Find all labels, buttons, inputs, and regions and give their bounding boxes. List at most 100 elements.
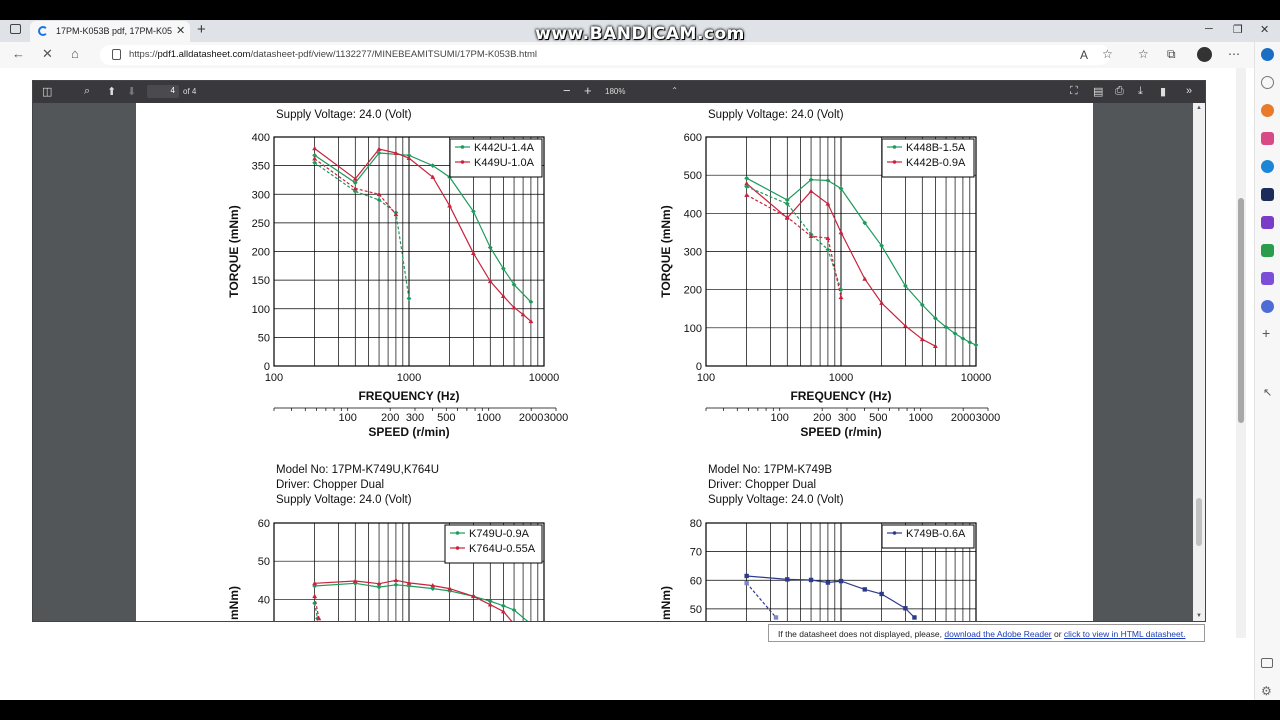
data-point [352, 185, 358, 191]
profile-avatar[interactable] [1197, 47, 1212, 62]
next-page-icon[interactable]: ⬇ [127, 86, 137, 98]
y-tick-label: 80 [690, 518, 702, 530]
y-tick-label: 400 [252, 132, 270, 144]
window-close-icon[interactable]: ✕ [1260, 24, 1270, 36]
drive-icon[interactable] [1261, 244, 1274, 257]
find-icon[interactable]: ⌕ [84, 85, 91, 97]
legend-swatch-marker [455, 546, 460, 550]
model-bottom-left: Model No: 17PM-K749U,K764U [276, 464, 439, 476]
outlook-icon[interactable] [1261, 188, 1274, 201]
data-point [744, 175, 750, 181]
tools-menu-icon[interactable]: » [1186, 85, 1193, 97]
tab-actions-icon[interactable] [10, 24, 21, 34]
more-options-icon[interactable]: ⋯ [1228, 47, 1240, 61]
y-tick-label: 50 [258, 332, 270, 344]
y-tick-label: 250 [252, 218, 270, 230]
data-point [838, 294, 844, 300]
page-scrollbar-thumb[interactable] [1238, 198, 1244, 423]
zoom-in-button[interactable]: + [584, 83, 592, 98]
onedrive-icon[interactable] [1261, 160, 1274, 173]
previous-page-icon[interactable]: ⬆ [107, 86, 117, 98]
data-point [960, 336, 966, 341]
games-icon[interactable] [1261, 216, 1274, 229]
presentation-mode-icon[interactable]: ⛶ [1070, 85, 1078, 97]
print-icon[interactable]: ⎙ [1115, 85, 1124, 97]
data-point [903, 283, 908, 289]
data-point [825, 201, 831, 206]
save-icon[interactable]: ⤓ [1138, 85, 1143, 97]
designer-icon[interactable] [1261, 300, 1274, 313]
legend-box [881, 138, 975, 178]
data-point [825, 247, 831, 252]
sidebar-search-icon[interactable] [1261, 76, 1274, 89]
data-point [808, 233, 814, 239]
x-tick-label: 100 [265, 372, 283, 384]
copilot-icon[interactable] [1261, 48, 1274, 61]
data-point [784, 214, 790, 219]
data-point [500, 293, 506, 298]
bookmark-icon[interactable]: ▮ [1160, 86, 1167, 98]
data-point [838, 186, 844, 191]
legend-label: K449U-1.0A [474, 157, 535, 169]
data-point [430, 163, 436, 169]
browser-navbar: ← ✕ ⌂ https://pdf1.alldatasheet.com/data… [0, 42, 1280, 68]
data-point [773, 615, 779, 620]
data-point [825, 580, 831, 585]
browser-tab-active[interactable]: 17PM-K053B pdf, 17PM-K053B Datasheet ✕ [30, 21, 190, 42]
data-point [808, 577, 814, 583]
speed-axis-label: SPEED (r/min) [368, 425, 449, 439]
page-scrollbar[interactable] [1236, 68, 1246, 638]
download-adobe-link[interactable]: download the Adobe Reader [944, 629, 1052, 639]
y-tick-label: 350 [252, 161, 270, 173]
minimize-icon[interactable]: ─ [1205, 23, 1213, 35]
data-point [862, 276, 868, 281]
data-point [447, 588, 453, 594]
page-number-input[interactable]: 4 [147, 85, 179, 98]
favorite-icon[interactable]: ☆ [1102, 47, 1113, 61]
collections-icon[interactable]: ⧉ [1167, 47, 1176, 61]
data-point [919, 302, 925, 308]
pdf-scrollbar[interactable]: ▲ ▼ [1193, 103, 1205, 621]
tools-icon[interactable] [1261, 132, 1274, 145]
data-point [316, 615, 322, 621]
series-line-pull-in-2 [314, 602, 319, 619]
read-aloud-icon[interactable]: A [1080, 48, 1089, 62]
pdf-scrollbar-thumb[interactable] [1196, 498, 1202, 546]
lock-icon[interactable] [112, 49, 121, 60]
new-tab-button[interactable]: + [197, 21, 206, 38]
data-point [406, 580, 412, 585]
data-point [784, 197, 790, 203]
zoom-out-button[interactable]: − [563, 83, 571, 98]
series-line-k749b-0.6a [746, 575, 915, 618]
settings-icon[interactable]: ⚙ [1261, 684, 1272, 698]
scroll-up-icon[interactable]: ▲ [1196, 105, 1202, 111]
favorites-bar-icon[interactable]: ☆ [1138, 47, 1149, 61]
url-text[interactable]: https://pdf1.alldatasheet.com/datasheet-… [129, 49, 538, 60]
data-point [838, 578, 844, 584]
open-file-icon[interactable]: ▤ [1093, 86, 1104, 98]
sidebar-toggle-icon[interactable] [1261, 658, 1273, 668]
maximize-icon[interactable]: ❐ [1233, 24, 1243, 36]
legend-swatch-marker [892, 160, 897, 164]
y-tick-label: 60 [258, 518, 270, 530]
stop-loading-icon[interactable]: ✕ [42, 46, 53, 61]
data-point [471, 209, 476, 214]
data-point [879, 591, 884, 597]
y-tick-label: 50 [690, 604, 702, 616]
home-icon[interactable]: ⌂ [71, 46, 79, 61]
shopping-icon[interactable] [1261, 104, 1274, 117]
zoom-select[interactable]: 180% ⌃ [600, 85, 682, 98]
scroll-down-icon[interactable]: ▼ [1196, 613, 1202, 619]
tab-close-icon[interactable]: ✕ [176, 25, 186, 37]
html-datasheet-link[interactable]: click to view in HTML datasheet. [1063, 629, 1186, 639]
back-icon[interactable]: ← [12, 46, 25, 61]
data-point [879, 300, 885, 305]
x-tick-label: 1000 [829, 372, 853, 384]
plot-frame [273, 522, 545, 621]
data-point [744, 192, 750, 197]
add-sidebar-app-icon[interactable]: + [1262, 325, 1271, 341]
sidebar-toggle-button[interactable]: ◫ [42, 86, 53, 98]
office-icon[interactable] [1261, 272, 1274, 285]
address-bar[interactable]: https://pdf1.alldatasheet.com/datasheet-… [100, 45, 1113, 65]
